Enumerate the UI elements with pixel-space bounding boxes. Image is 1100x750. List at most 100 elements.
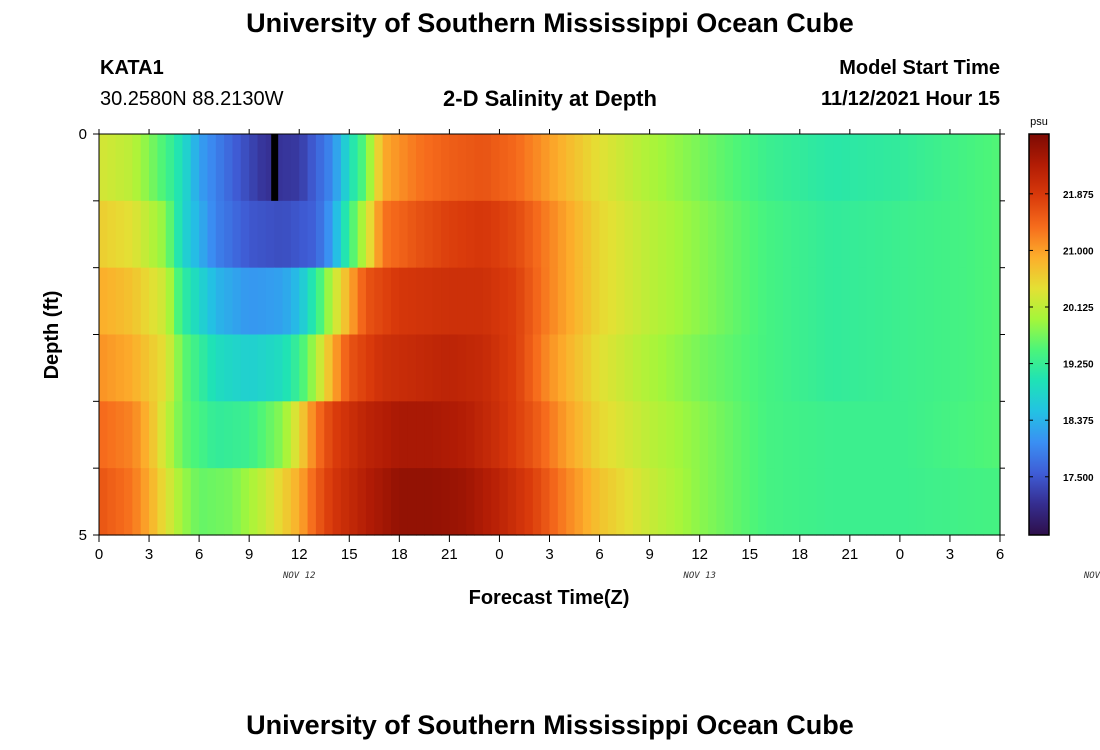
heatmap-cell (340, 401, 350, 469)
heatmap-cell (390, 334, 400, 402)
heatmap-cell (374, 468, 384, 536)
heatmap-cell (365, 468, 375, 536)
heatmap-cell (899, 334, 909, 402)
heatmap-cell (874, 200, 884, 269)
heatmap-cell (290, 334, 300, 402)
heatmap-cell (783, 468, 793, 536)
heatmap-cell (332, 200, 342, 269)
heatmap-cell (549, 200, 559, 269)
heatmap-cell (883, 200, 893, 269)
heatmap-cell (382, 134, 392, 202)
heatmap-cell (157, 134, 167, 202)
heatmap-cell (733, 267, 742, 336)
heatmap-cell (541, 200, 551, 269)
heatmap-cell (416, 334, 425, 402)
heatmap-cell (841, 134, 851, 202)
heatmap-cell (474, 267, 484, 336)
heatmap-cell (132, 267, 142, 336)
heatmap-cell (140, 134, 150, 202)
heatmap-cell (799, 334, 809, 402)
heatmap-cell (390, 267, 400, 336)
heatmap-cell (666, 200, 676, 269)
heatmap-cell (899, 267, 909, 336)
heatmap-cell (924, 134, 934, 202)
heatmap-cell (833, 267, 843, 336)
heatmap-cell (883, 401, 893, 469)
x-tick-label: 3 (946, 546, 954, 563)
heatmap-cell (858, 200, 868, 269)
heatmap-cell (157, 468, 167, 536)
heatmap-cell (507, 200, 517, 269)
heatmap-cell (841, 267, 851, 336)
heatmap-cell (924, 401, 934, 469)
heatmap-cell (949, 468, 959, 536)
heatmap-cell (132, 334, 142, 402)
heatmap-cell (474, 401, 484, 469)
model-start-value: 11/12/2021 Hour 15 (820, 88, 1000, 110)
heatmap-cell (941, 401, 951, 469)
heatmap-cell (174, 468, 184, 536)
heatmap-cell (983, 468, 993, 536)
heatmap-cell (124, 334, 133, 402)
heatmap-cell (516, 334, 526, 402)
colorbar-tick-label: 20.125 (1063, 303, 1094, 314)
heatmap-cell (232, 134, 242, 202)
heatmap-cell (165, 200, 175, 269)
heatmap-cell (649, 134, 659, 202)
heatmap-cell (282, 134, 292, 202)
heatmap-cell (132, 401, 142, 469)
heatmap-cell (324, 401, 334, 469)
heatmap-cell (624, 200, 634, 269)
heatmap-cell (974, 134, 984, 202)
station-id: KATA1 (100, 57, 164, 79)
heatmap-cell (833, 401, 843, 469)
heatmap-cell (224, 267, 234, 336)
heatmap-cell (766, 134, 776, 202)
x-tick-label: 0 (95, 546, 103, 563)
heatmap-cell (699, 267, 709, 336)
heatmap-cell (916, 468, 926, 536)
heatmap-cell (432, 401, 442, 469)
heatmap-cell (816, 200, 826, 269)
heatmap-cell (916, 134, 926, 202)
heatmap-cell (432, 267, 442, 336)
heatmap-cell (516, 134, 526, 202)
heatmap-cell (774, 334, 784, 402)
colorbar-tick-label: 18.375 (1063, 416, 1094, 427)
heatmap-cell (365, 200, 375, 269)
heatmap-cell (824, 468, 834, 536)
heatmap-cell (274, 134, 284, 202)
heatmap-cell (190, 401, 200, 469)
heatmap-cell (599, 134, 609, 202)
y-axis-title: Depth (ft) (41, 291, 63, 380)
heatmap-cell (207, 267, 217, 336)
heatmap-cell (482, 200, 492, 269)
heatmap-cell (557, 134, 567, 202)
heatmap-cell (899, 401, 909, 469)
heatmap-cell (724, 267, 734, 336)
heatmap-cell (190, 334, 200, 402)
x-tick-label: 21 (441, 546, 458, 563)
heatmap-cell (941, 200, 951, 269)
heatmap-cell (457, 468, 467, 536)
heatmap-cell (365, 401, 375, 469)
heatmap-cell (466, 134, 476, 202)
heatmap-cell (849, 200, 859, 269)
heatmap-cell (574, 468, 584, 536)
heatmap-cell (841, 200, 851, 269)
heatmap-cell (641, 200, 651, 269)
heatmap-cell (457, 134, 467, 202)
heatmap-cell (315, 267, 325, 336)
heatmap-cell (991, 468, 1001, 536)
heatmap-cell (416, 200, 425, 269)
heatmap-cell (157, 200, 167, 269)
heatmap-cell (399, 267, 409, 336)
heatmap-cell (566, 401, 576, 469)
heatmap-cell (190, 468, 200, 536)
heatmap-cell (516, 468, 526, 536)
plot-axes: 0 3 6 9 12 15 18 21 0 3 6 9 12 15 18 21 0 3 6 NOV 12 NOV 13 N… (79, 126, 1100, 581)
heatmap-cell (791, 334, 801, 402)
heatmap-cell (532, 267, 542, 336)
heatmap-cell (974, 401, 984, 469)
heatmap-cell (749, 200, 759, 269)
